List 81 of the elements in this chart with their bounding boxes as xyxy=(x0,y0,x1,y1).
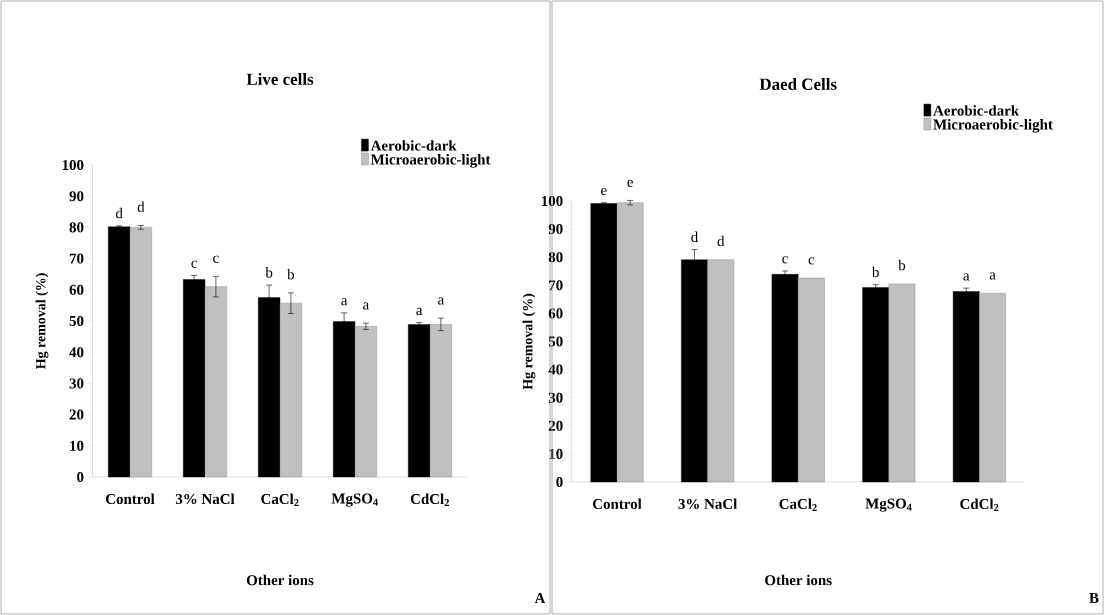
y-tick-label: 20 xyxy=(69,409,84,420)
bar xyxy=(408,324,431,478)
bar xyxy=(798,277,825,483)
bar xyxy=(129,227,152,478)
bar xyxy=(590,203,618,483)
y-axis-title: Hg removal (%) xyxy=(522,293,536,390)
bar xyxy=(862,287,890,483)
annotation: d xyxy=(137,201,145,212)
y-tick-label: 10 xyxy=(70,440,84,451)
y-tick-label: 50 xyxy=(69,315,84,327)
x-axis-title: Other ions xyxy=(765,574,832,586)
annotation: d xyxy=(717,235,725,247)
chart-title: Daed Cells xyxy=(759,78,837,90)
annotation: b xyxy=(287,268,295,280)
legend-label: Aerobic-dark xyxy=(933,105,1020,116)
bar xyxy=(279,303,302,478)
text: A xyxy=(534,593,546,603)
y-tick-label: 40 xyxy=(69,347,84,358)
x-tick-label: 3% NaCl xyxy=(175,493,235,505)
bar xyxy=(771,274,799,483)
annotation: a xyxy=(416,307,423,316)
y-tick-label: 100 xyxy=(62,159,84,171)
annotation: d xyxy=(691,231,699,243)
text: B xyxy=(1089,593,1099,603)
y-tick-label: 10 xyxy=(549,448,563,459)
legend-label: Microaerobic-light xyxy=(933,119,1053,133)
y-tick-label: 100 xyxy=(541,195,563,207)
x-tick-label: CaCl$_{2}$ xyxy=(261,493,299,507)
annotation: b xyxy=(898,259,906,271)
annotation: c xyxy=(808,257,815,265)
annotation: a xyxy=(438,297,444,305)
annotation: b xyxy=(871,266,879,278)
bar xyxy=(888,283,916,483)
legend-label: Aerobic-dark xyxy=(370,140,457,151)
y-tick-label: 70 xyxy=(549,280,563,291)
y-tick-label: 40 xyxy=(548,364,563,375)
y-tick-label: 60 xyxy=(69,284,84,295)
text: e xyxy=(627,179,633,187)
annotation: a xyxy=(363,302,369,310)
annotation: c xyxy=(191,260,197,268)
y-tick-label: 20 xyxy=(548,420,563,431)
y-tick-label: 50 xyxy=(548,336,563,347)
y-tick-label: 80 xyxy=(69,222,84,233)
x-tick-label: CaCl$_{2}$ xyxy=(779,498,817,512)
bar xyxy=(979,292,1006,483)
annotation: a xyxy=(341,298,348,306)
chart-title: Live cells xyxy=(246,73,314,85)
y-tick-label: 0 xyxy=(77,471,84,483)
x-tick-label: Control xyxy=(105,493,155,505)
bar xyxy=(354,326,377,478)
y-tick-label: 0 xyxy=(556,476,563,488)
bar xyxy=(108,226,131,478)
x-axis-title: Other ions xyxy=(246,574,314,586)
y-tick-label: 60 xyxy=(548,308,563,319)
annotation: a xyxy=(963,273,970,281)
y-tick-label: 90 xyxy=(548,224,563,235)
y-axis-title: Hg removal (%) xyxy=(35,273,49,370)
x-tick-label: CdCl$_{2}$ xyxy=(960,498,999,512)
y-tick-label: 80 xyxy=(548,252,563,263)
x-tick-label: CdCl$_{2}$ xyxy=(410,493,449,507)
annotation: b xyxy=(265,267,273,278)
annotation: c xyxy=(213,255,219,263)
bar xyxy=(429,324,452,478)
text: e xyxy=(601,187,607,196)
bar xyxy=(183,279,206,478)
y-tick-label: 30 xyxy=(69,378,84,389)
x-tick-label: MgSO$_{4}$ xyxy=(865,498,912,512)
x-tick-label: MgSO$_{4}$ xyxy=(331,493,378,507)
x-tick-label: Control xyxy=(592,498,642,510)
bar xyxy=(707,259,735,483)
y-tick-label: 90 xyxy=(69,191,84,202)
bar xyxy=(952,291,980,483)
annotation: d xyxy=(115,207,123,219)
x-tick-label: 3% NaCl xyxy=(678,498,738,510)
annotation: c xyxy=(782,256,788,264)
y-tick-label: 70 xyxy=(69,253,84,264)
bar xyxy=(616,202,644,483)
annotation: a xyxy=(989,272,996,280)
y-tick-label: 30 xyxy=(548,392,563,403)
legend-label: Microaerobic-light xyxy=(370,154,491,168)
bar xyxy=(204,286,227,478)
